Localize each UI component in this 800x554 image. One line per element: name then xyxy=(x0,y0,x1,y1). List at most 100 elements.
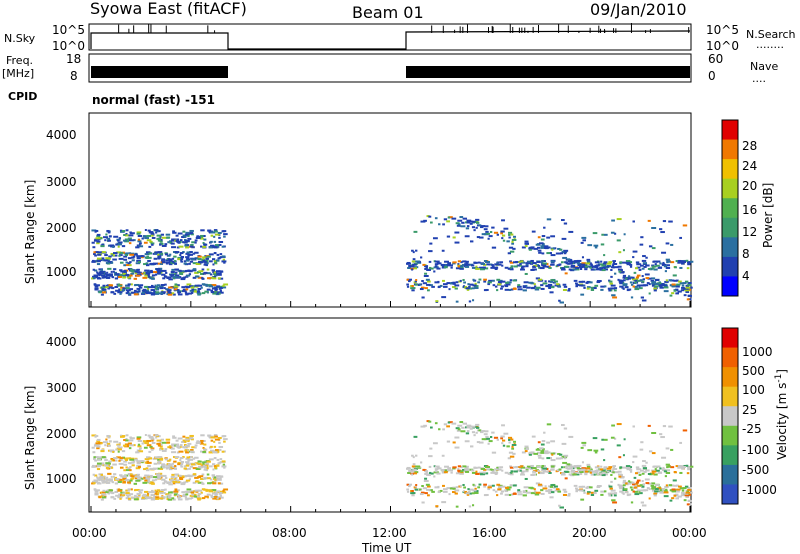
power-point xyxy=(128,288,134,291)
velocity-point xyxy=(522,494,527,497)
velocity-point xyxy=(136,492,141,495)
power-point xyxy=(593,287,597,290)
velocity-point xyxy=(596,469,600,472)
power-colorbar-frame xyxy=(721,119,739,297)
freq-panel-frame xyxy=(88,53,692,83)
power-point xyxy=(483,260,488,263)
power-point xyxy=(175,271,178,274)
power-point xyxy=(665,242,670,245)
power-point xyxy=(145,292,149,295)
velocity-point xyxy=(192,493,197,496)
velocity-point xyxy=(538,456,542,459)
velocity-point xyxy=(217,436,222,439)
power-point xyxy=(484,225,489,228)
velocity-point xyxy=(525,489,528,492)
velocity-point xyxy=(618,475,622,478)
power-point xyxy=(106,276,110,279)
power-point xyxy=(125,273,130,276)
velocity-point xyxy=(411,473,414,476)
power-point xyxy=(100,245,105,248)
velocity-point xyxy=(462,483,465,486)
power-point xyxy=(213,230,218,233)
power-point xyxy=(477,281,481,284)
power-point xyxy=(217,273,222,276)
power-point xyxy=(125,292,130,295)
power-point xyxy=(202,257,205,260)
nsearch-label: N.Search xyxy=(746,28,796,41)
velocity-point xyxy=(197,463,202,466)
velocity-point xyxy=(639,448,644,451)
velocity-point xyxy=(156,435,159,438)
power-point xyxy=(131,259,135,262)
velocity-point xyxy=(124,439,130,442)
power-point xyxy=(596,280,602,283)
velocity-point xyxy=(160,438,165,441)
velocity-point xyxy=(464,440,470,443)
power-point xyxy=(674,266,677,269)
velocity-point xyxy=(95,489,100,492)
power-point xyxy=(406,283,409,286)
power-point xyxy=(137,240,142,243)
velocity-point xyxy=(663,491,669,494)
power-point xyxy=(434,263,439,266)
power-point xyxy=(530,282,535,285)
velocity-point xyxy=(550,452,555,455)
velocity-point xyxy=(91,434,97,437)
velocity-point xyxy=(513,470,518,473)
power-point xyxy=(96,235,101,238)
velocity-point xyxy=(524,445,529,448)
power-point xyxy=(570,269,575,272)
power-point xyxy=(628,275,631,278)
power-point xyxy=(119,261,124,264)
velocity-point xyxy=(108,489,114,492)
velocity-point xyxy=(420,461,423,464)
velocity-point xyxy=(105,491,109,494)
velocity-point xyxy=(516,469,520,472)
velocity-point xyxy=(165,438,171,441)
velocity-point xyxy=(532,473,537,476)
velocity-colorbar-label-sup: -1 xyxy=(774,374,784,383)
velocity-point xyxy=(428,489,433,492)
power-point xyxy=(596,281,601,284)
velocity-point xyxy=(459,484,462,487)
power-point xyxy=(154,251,159,254)
velocity-point xyxy=(173,493,178,496)
power-point xyxy=(123,234,126,237)
power-point xyxy=(500,230,505,233)
power-point xyxy=(642,262,648,265)
velocity-point xyxy=(94,443,100,446)
velocity-point xyxy=(218,441,221,444)
power-point xyxy=(423,219,427,222)
power-point xyxy=(521,265,526,268)
velocity-point xyxy=(157,435,161,438)
power-point xyxy=(544,280,547,283)
power-point xyxy=(179,273,184,276)
power-point xyxy=(204,290,209,293)
power-point xyxy=(619,261,623,264)
power-point xyxy=(186,283,192,286)
velocity-point xyxy=(478,429,482,432)
power-point xyxy=(211,284,214,287)
power-point xyxy=(596,264,600,267)
power-point xyxy=(178,245,184,248)
power-point xyxy=(123,258,128,261)
power-point xyxy=(111,276,115,279)
power-point xyxy=(547,283,553,286)
velocity-point xyxy=(157,462,161,465)
power-point xyxy=(555,252,559,255)
power-point xyxy=(140,255,144,258)
velocity-point xyxy=(200,491,203,494)
velocity-point xyxy=(166,459,171,462)
power-point xyxy=(212,292,217,295)
power-point xyxy=(584,268,588,271)
power-point xyxy=(148,245,152,248)
power-point xyxy=(146,289,150,292)
velocity-point xyxy=(424,492,428,495)
velocity-point xyxy=(442,484,445,487)
velocity-point xyxy=(501,442,504,445)
power-point xyxy=(221,230,225,233)
power-point xyxy=(178,240,181,243)
power-colorbar-swatch xyxy=(722,276,738,297)
power-point xyxy=(201,258,205,261)
power-point xyxy=(483,228,488,231)
